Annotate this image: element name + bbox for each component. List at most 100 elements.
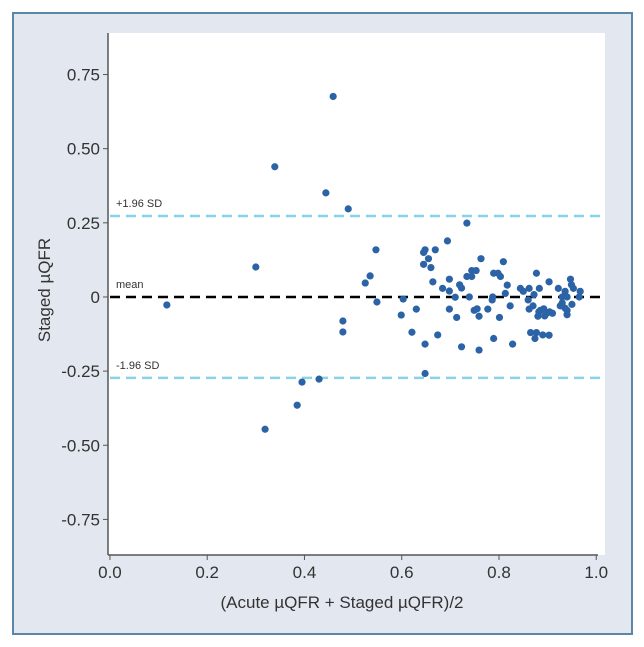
- data-point: [506, 302, 514, 310]
- data-point: [451, 293, 459, 301]
- data-point: [530, 290, 538, 299]
- data-point: [569, 284, 577, 292]
- data-point: [548, 309, 557, 317]
- data-point: [420, 248, 428, 257]
- data-point: [445, 287, 453, 295]
- y-tick-label: -0.75: [61, 510, 100, 529]
- data-point: [490, 334, 498, 343]
- data-point: [575, 293, 583, 301]
- data-point: [339, 328, 347, 336]
- data-point: [532, 328, 541, 337]
- data-point: [495, 313, 504, 322]
- reference-label-2: -1.96 SD: [116, 360, 159, 372]
- data-point: [529, 302, 537, 310]
- data-point: [473, 305, 481, 313]
- data-point: [496, 272, 505, 281]
- data-point: [545, 331, 553, 339]
- data-point: [566, 275, 575, 283]
- data-point: [339, 317, 347, 325]
- data-point: [421, 340, 429, 348]
- x-tick-label: 0.6: [390, 563, 414, 582]
- y-tick-label: -0.25: [61, 362, 100, 381]
- data-point: [366, 272, 374, 280]
- data-point: [453, 313, 461, 322]
- y-tick-label: 0: [91, 288, 100, 307]
- data-point: [475, 346, 483, 354]
- data-point: [438, 284, 447, 292]
- data-point: [576, 287, 584, 295]
- data-point: [499, 258, 507, 266]
- data-point: [252, 263, 260, 271]
- data-point: [501, 289, 509, 298]
- data-point: [475, 312, 483, 320]
- data-point: [472, 266, 480, 275]
- data-point: [429, 278, 437, 286]
- data-point: [465, 293, 473, 301]
- data-point: [322, 189, 330, 197]
- data-point: [397, 311, 405, 319]
- data-point: [445, 275, 453, 283]
- y-axis-title: Staged µQFR: [35, 238, 54, 342]
- data-point: [372, 246, 380, 254]
- data-point: [568, 300, 576, 308]
- data-point: [534, 312, 542, 320]
- data-point: [563, 293, 571, 301]
- data-point: [463, 219, 471, 227]
- data-point: [434, 331, 442, 339]
- data-point: [427, 264, 435, 272]
- data-point: [519, 287, 527, 295]
- data-point: [163, 301, 171, 309]
- data-point: [293, 401, 301, 409]
- y-tick-label: -0.50: [61, 436, 100, 455]
- x-tick-label: 0.0: [98, 563, 122, 582]
- data-point: [545, 278, 553, 286]
- data-point: [344, 205, 352, 213]
- data-point: [261, 425, 269, 433]
- x-tick-label: 1.0: [584, 563, 608, 582]
- data-point: [539, 331, 547, 339]
- data-point: [412, 305, 420, 313]
- data-point: [408, 328, 416, 336]
- data-point: [373, 298, 381, 306]
- x-axis-title: (Acute µQFR + Staged µQFR)/2: [220, 593, 463, 612]
- data-point: [563, 311, 571, 319]
- data-point: [531, 334, 539, 343]
- y-tick-label: 0.25: [67, 214, 100, 233]
- x-tick-label: 0.4: [293, 563, 317, 582]
- data-point: [298, 378, 306, 386]
- data-point: [477, 255, 485, 263]
- data-point: [484, 305, 492, 313]
- data-point: [431, 246, 439, 254]
- x-tick-label: 0.8: [487, 563, 511, 582]
- data-point: [532, 269, 541, 277]
- data-point: [561, 287, 569, 295]
- data-point: [329, 92, 337, 101]
- data-point: [420, 260, 428, 268]
- reference-label-1: mean: [116, 279, 144, 291]
- data-point: [554, 284, 562, 292]
- data-point: [468, 272, 476, 281]
- data-point: [421, 369, 429, 378]
- data-point: [271, 163, 279, 171]
- data-point: [524, 296, 532, 304]
- y-tick-label: 0.75: [67, 66, 100, 85]
- data-point: [424, 255, 433, 263]
- data-point: [526, 328, 535, 337]
- data-point: [399, 295, 407, 303]
- data-point: [525, 284, 533, 292]
- x-tick-label: 0.2: [195, 563, 219, 582]
- data-point: [457, 343, 466, 351]
- y-tick-label: 0.50: [67, 140, 100, 159]
- data-point: [541, 312, 549, 320]
- data-point: [503, 281, 511, 289]
- data-point: [509, 340, 517, 348]
- reference-label-0: +1.96 SD: [116, 198, 162, 210]
- data-point: [457, 284, 466, 292]
- data-point: [361, 279, 369, 287]
- data-point: [443, 237, 452, 245]
- data-point: [535, 284, 543, 292]
- data-point: [445, 305, 453, 313]
- data-point: [488, 296, 496, 304]
